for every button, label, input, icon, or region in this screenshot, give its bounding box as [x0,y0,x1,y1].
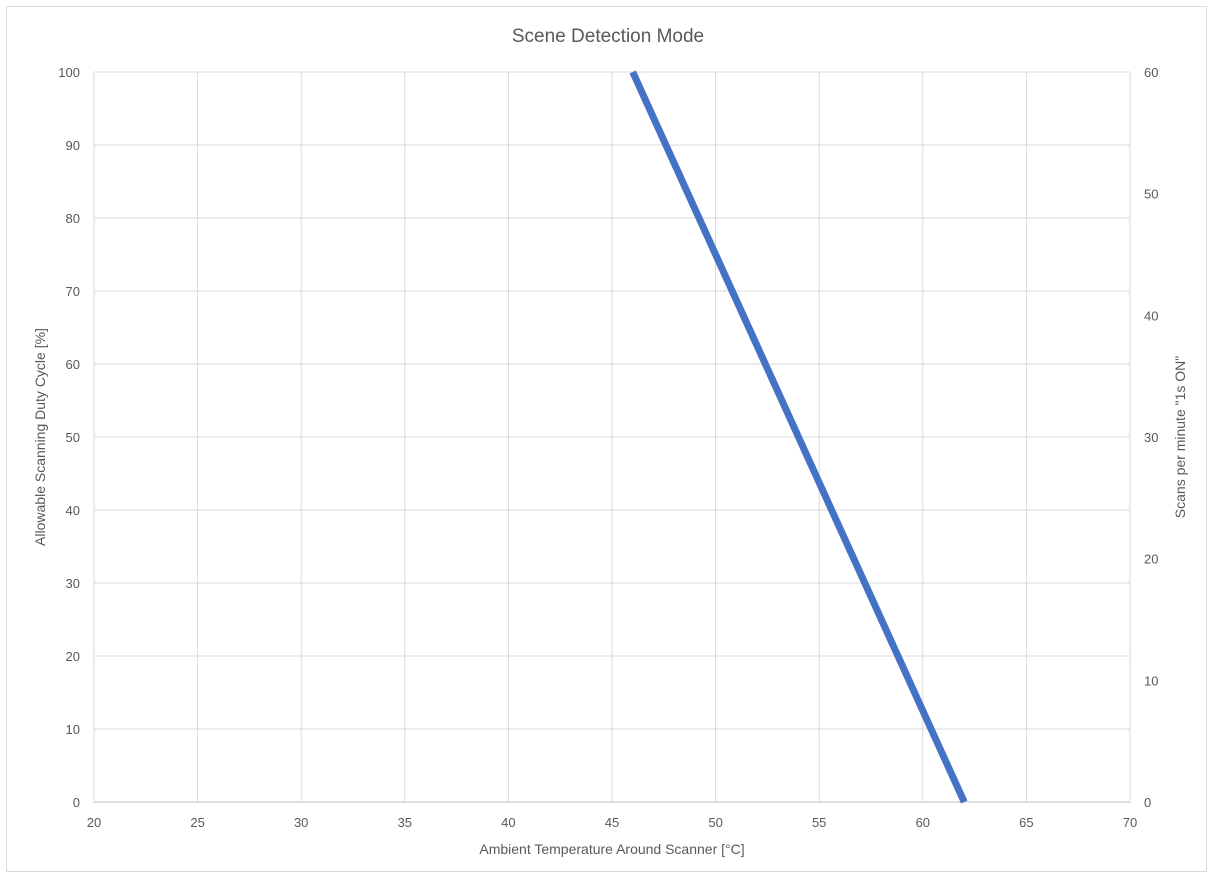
x-tick-label: 30 [294,815,308,830]
y-tick-label: 80 [66,211,80,226]
y-tick-label: 50 [66,430,80,445]
x-tick-label: 35 [398,815,412,830]
x-tick-label: 65 [1019,815,1033,830]
y2-tick-label: 40 [1144,308,1158,323]
y-tick-label: 40 [66,503,80,518]
x-tick-label: 50 [708,815,722,830]
y-tick-label: 30 [66,576,80,591]
y2-tick-label: 0 [1144,795,1151,810]
y-tick-label: 0 [73,795,80,810]
x-tick-label: 20 [87,815,101,830]
y-tick-label: 70 [66,284,80,299]
series-line [629,70,968,804]
x-tick-label: 45 [605,815,619,830]
chart-title: Scene Detection Mode [512,26,704,47]
y-axis-title: Allowable Scanning Duty Cycle [%] [32,328,48,546]
x-tick-label: 70 [1123,815,1137,830]
y-tick-label: 10 [66,722,80,737]
series-layer [629,70,968,804]
y-tick-label: 60 [66,357,80,372]
x-tick-label: 25 [190,815,204,830]
x-tick-label: 40 [501,815,515,830]
chart-frame [6,6,1207,872]
y-tick-label: 100 [58,65,80,80]
y2-tick-label: 20 [1144,552,1158,567]
y2-tick-label: 60 [1144,65,1158,80]
x-tick-label: 60 [916,815,930,830]
y2-tick-label: 30 [1144,430,1158,445]
y-tick-label: 20 [66,649,80,664]
y2-axis-title: Scans per minute "1s ON" [1172,356,1188,518]
y-tick-label: 90 [66,138,80,153]
label-layer: 20 25 30 35 40 45 50 55 60 65 70 0 10 20 30 40 50 60 70 80 9… [58,65,1158,830]
grid-layer [93,71,1131,802]
x-axis-title: Ambient Temperature Around Scanner [°C] [479,841,744,857]
y2-tick-label: 50 [1144,187,1158,202]
x-tick-label: 55 [812,815,826,830]
y2-tick-label: 10 [1144,673,1158,688]
